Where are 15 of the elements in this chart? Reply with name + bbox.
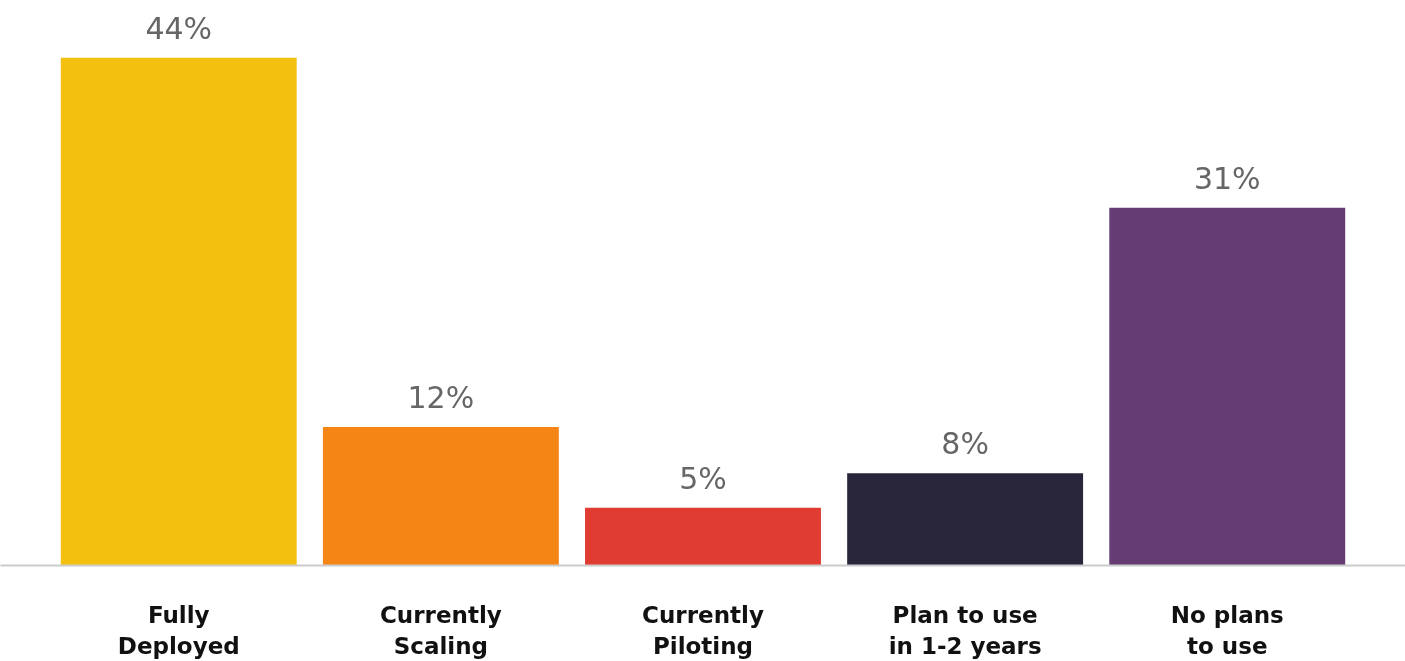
bar [847,473,1084,566]
x-tick-label: No plans to use [1170,601,1284,659]
x-tick-label: Currently Scaling [379,601,502,659]
data-label: 5% [679,460,727,496]
data-label: 44% [145,10,213,46]
bar [585,507,821,566]
x-tick-label: Plan to use in 1-2 years [888,601,1042,659]
data-label: 31% [1193,160,1261,196]
x-tick-label: Fully Deployed [117,601,240,659]
data-label: 12% [407,380,475,416]
bar [322,427,559,566]
bar [60,57,297,566]
data-label: 8% [941,426,989,462]
x-tick-label: Currently Piloting [642,601,764,659]
bar [1109,207,1346,566]
